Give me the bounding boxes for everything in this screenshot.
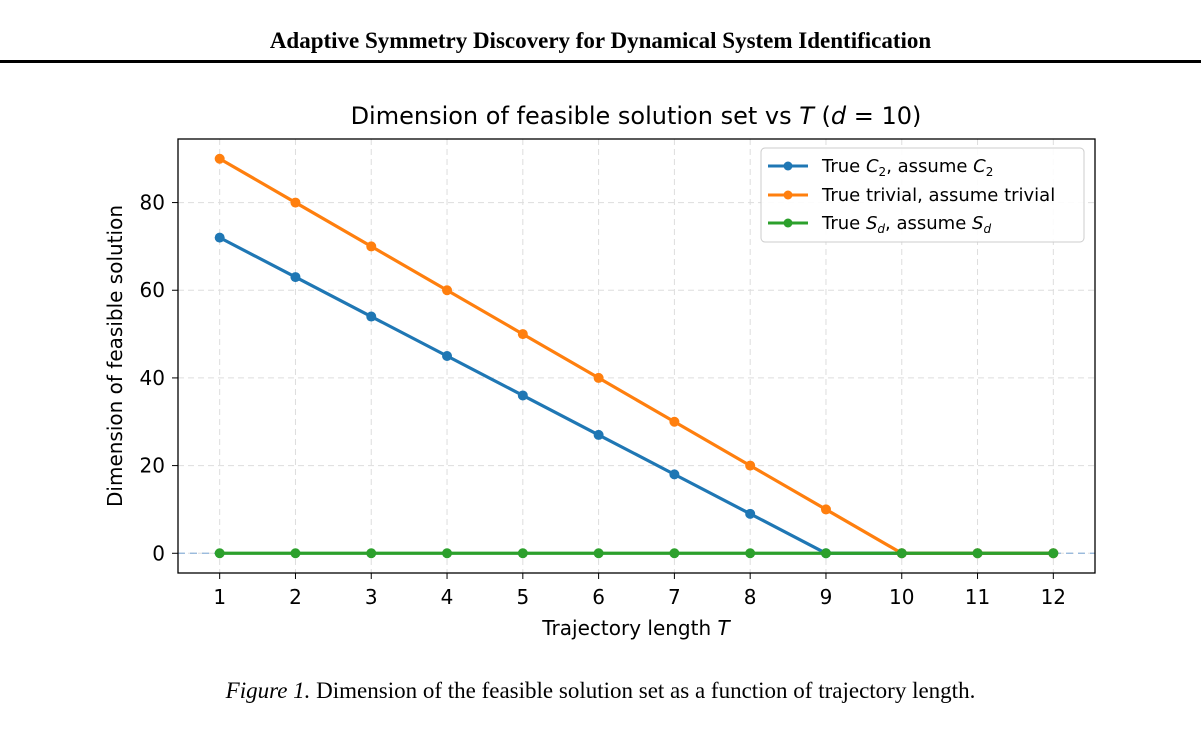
figure-caption: Figure 1. Dimension of the feasible solu… xyxy=(0,678,1201,704)
data-point-trivial xyxy=(290,197,301,208)
data-point-sd xyxy=(745,548,756,559)
x-tick-label: 12 xyxy=(1041,585,1066,609)
x-tick-label: 5 xyxy=(516,585,529,609)
chart-title: Dimension of feasible solution set vs T … xyxy=(351,102,922,130)
x-tick-label: 4 xyxy=(441,585,454,609)
data-point-trivial xyxy=(820,504,831,515)
x-axis-label: Trajectory length T xyxy=(541,616,731,640)
data-point-sd xyxy=(896,548,907,559)
data-point-sd xyxy=(517,548,528,559)
data-point-c2 xyxy=(214,232,225,243)
page-header-title: Adaptive Symmetry Discovery for Dynamica… xyxy=(269,28,932,53)
x-tick-label: 8 xyxy=(744,585,757,609)
y-axis-label: Dimension of feasible solution xyxy=(103,205,127,507)
caption-text: Dimension of the feasible solution set a… xyxy=(316,678,976,703)
data-point-trivial xyxy=(669,416,680,427)
data-point-trivial xyxy=(745,460,756,471)
data-point-c2 xyxy=(745,508,756,519)
header-rule xyxy=(0,60,1201,63)
series-sd xyxy=(214,548,1059,559)
data-point-c2 xyxy=(366,311,377,322)
data-point-trivial xyxy=(366,241,377,252)
legend-label-trivial: True trivial, assume trivial xyxy=(821,185,1055,206)
y-tick-label: 40 xyxy=(140,366,165,390)
y-tick-label: 80 xyxy=(140,191,165,215)
x-tick-label: 2 xyxy=(289,585,302,609)
legend: True C2, assume C2 True trivial, assume … xyxy=(760,147,1085,243)
data-point-sd xyxy=(1048,548,1059,559)
legend-label-c2: True C2, assume C2 xyxy=(821,156,993,179)
legend-marker-c2 xyxy=(783,161,793,171)
y-tick-label: 60 xyxy=(140,278,165,302)
legend-box xyxy=(760,147,1085,243)
data-point-trivial xyxy=(517,329,528,340)
data-point-sd xyxy=(214,548,225,559)
plot-frame xyxy=(177,138,1096,574)
x-tick-label: 6 xyxy=(592,585,605,609)
data-point-sd xyxy=(366,548,377,559)
data-point-sd xyxy=(593,548,604,559)
x-tick-label: 10 xyxy=(889,585,914,609)
data-point-c2 xyxy=(669,469,680,480)
y-tick-label: 20 xyxy=(140,454,165,478)
y-tick-label: 0 xyxy=(152,541,165,565)
x-tick-label: 1 xyxy=(213,585,226,609)
data-point-trivial xyxy=(442,285,453,296)
data-point-trivial xyxy=(214,153,225,164)
legend-marker-trivial xyxy=(783,190,793,200)
legend-label-sd: True Sd, assume Sd xyxy=(821,213,991,236)
data-point-c2 xyxy=(290,272,301,283)
data-point-c2 xyxy=(593,429,604,440)
data-point-sd xyxy=(820,548,831,559)
data-point-c2 xyxy=(517,390,528,401)
data-point-sd xyxy=(442,548,453,559)
series-c2 xyxy=(214,232,1059,559)
data-point-sd xyxy=(972,548,983,559)
data-point-sd xyxy=(290,548,301,559)
series-line-c2 xyxy=(218,236,1054,555)
caption-label: Figure 1. xyxy=(225,678,311,703)
x-tick-label: 9 xyxy=(820,585,833,609)
data-point-sd xyxy=(669,548,680,559)
data-point-c2 xyxy=(442,351,453,361)
data-point-trivial xyxy=(593,372,604,383)
x-tick-label: 7 xyxy=(668,585,681,609)
x-tick-label: 3 xyxy=(365,585,378,609)
legend-marker-sd xyxy=(783,218,793,228)
x-tick-label: 11 xyxy=(965,585,990,609)
